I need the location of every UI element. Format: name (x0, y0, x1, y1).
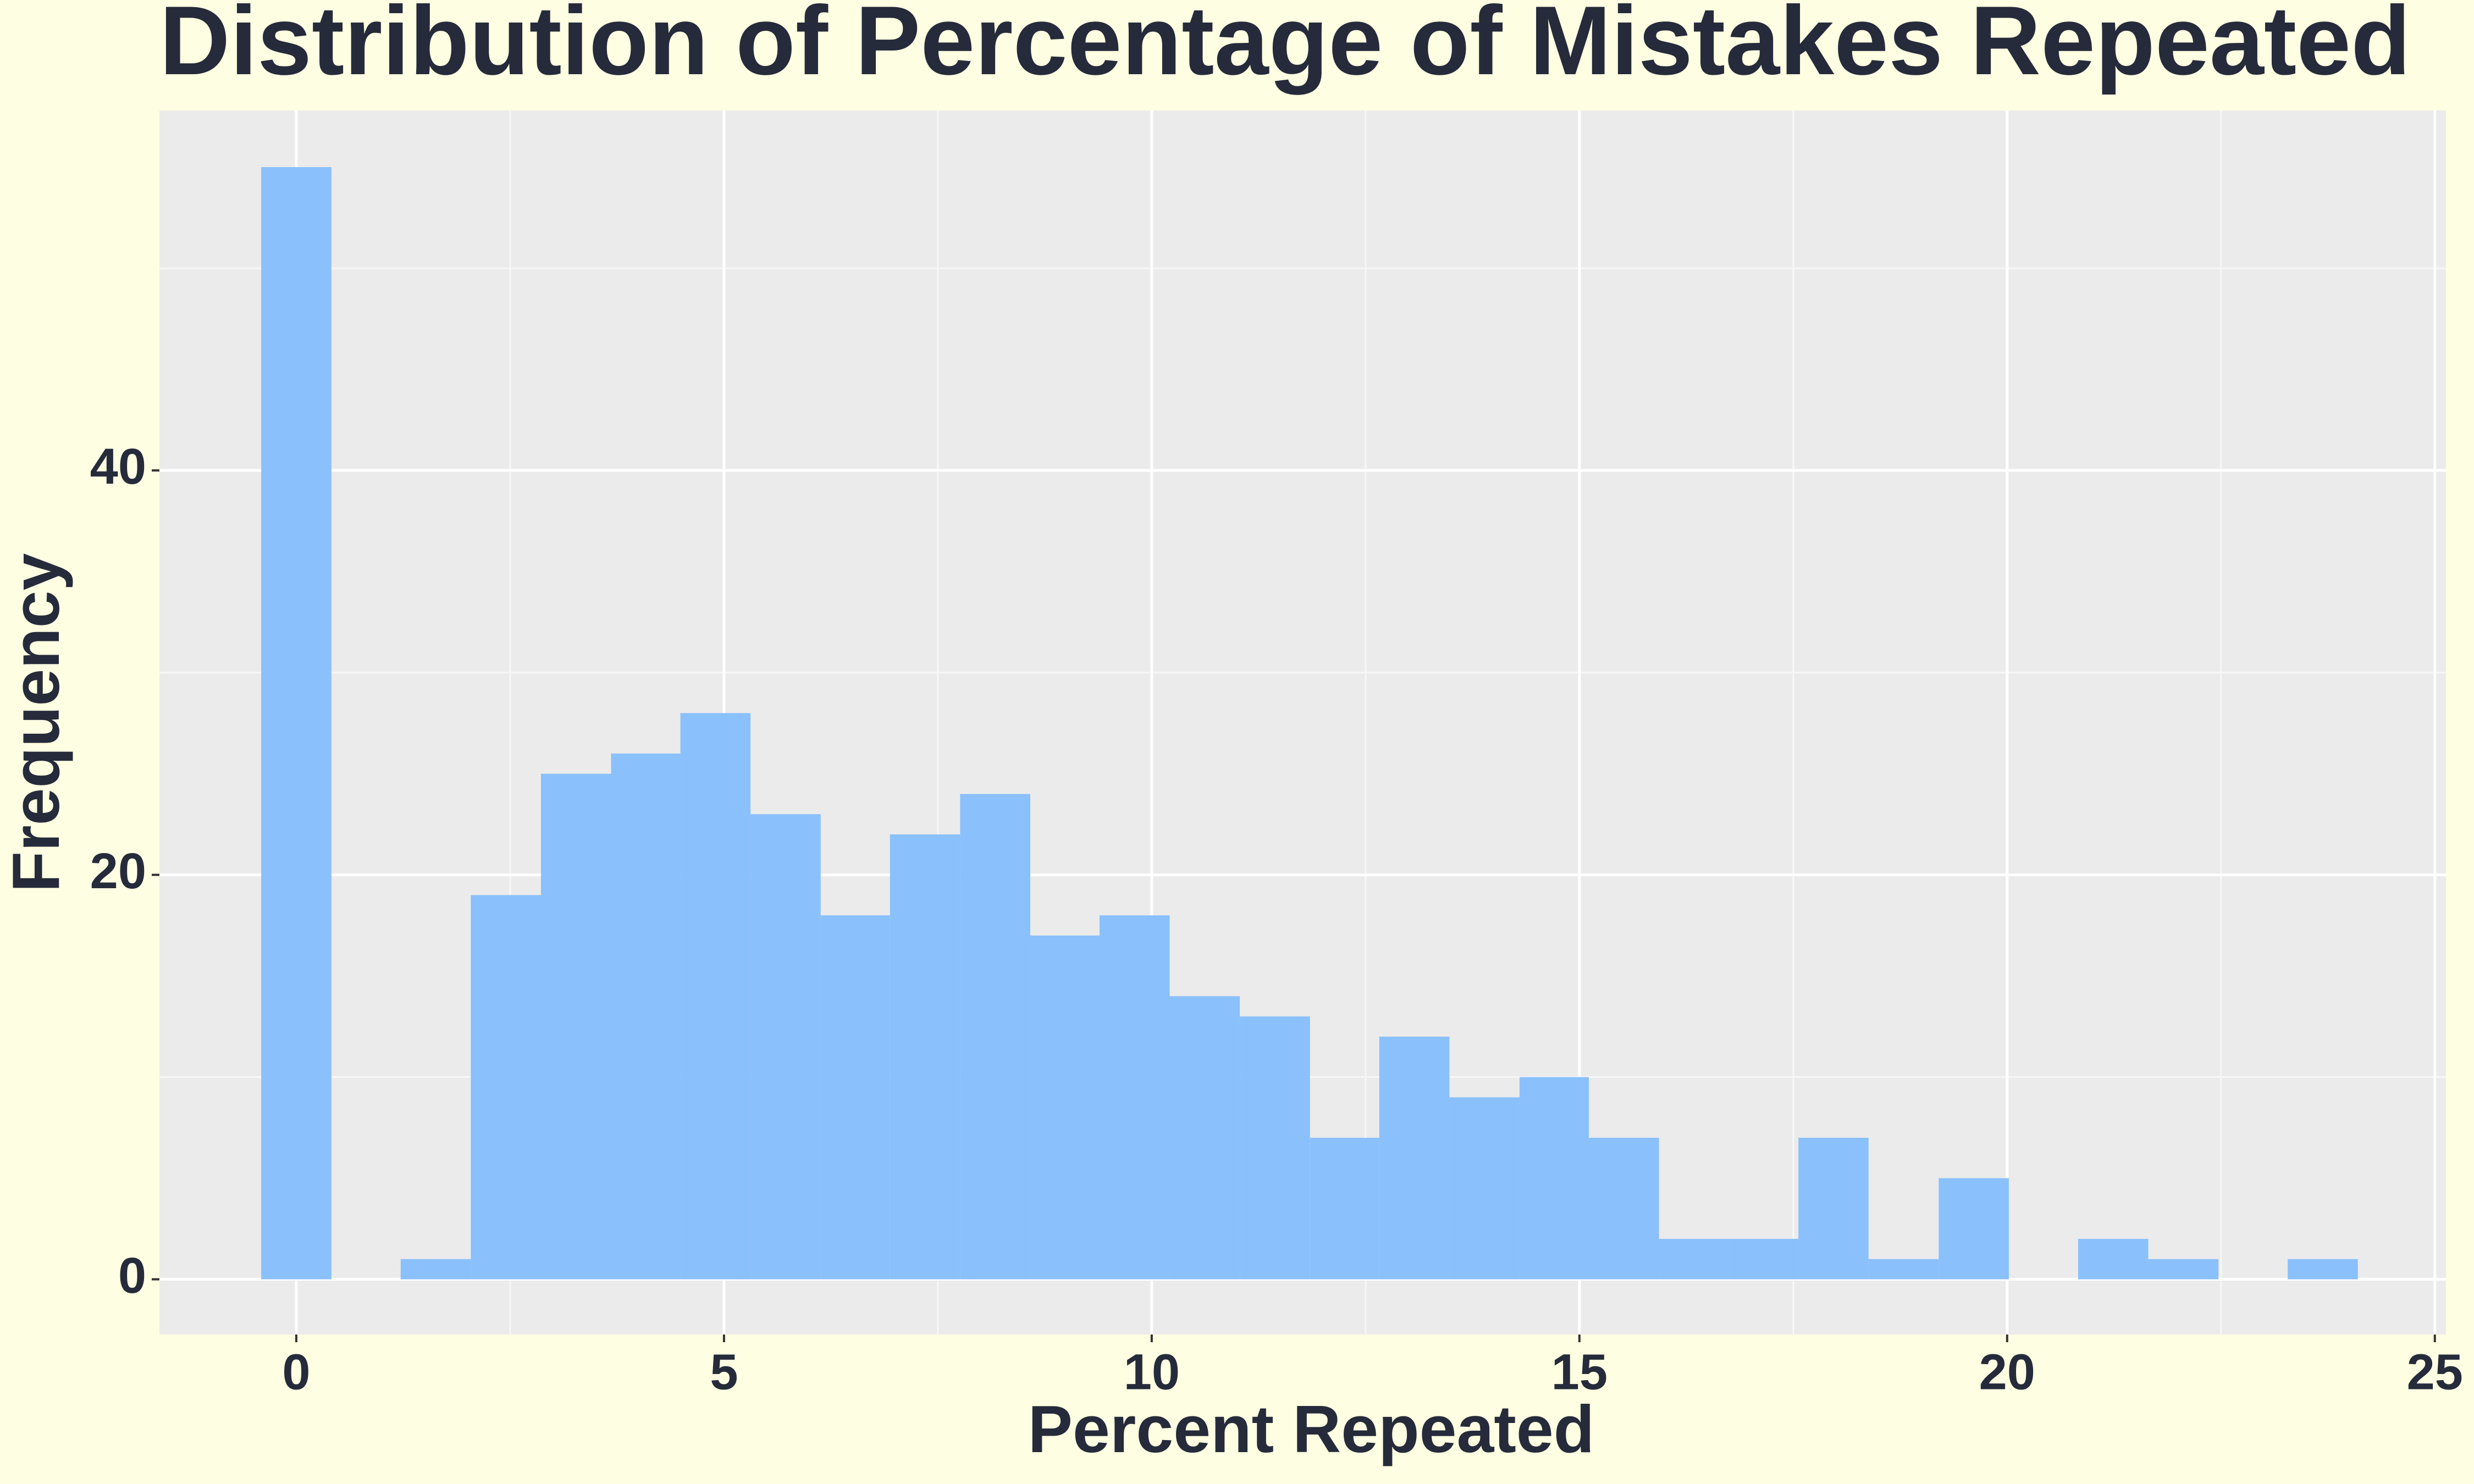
bar (960, 794, 1030, 1280)
bar (400, 1259, 471, 1280)
bar (1030, 935, 1100, 1280)
x-tick-label: 20 (1979, 1344, 2035, 1400)
y-tick-label: 0 (118, 1248, 146, 1304)
bar (261, 167, 332, 1280)
bar (2078, 1238, 2149, 1280)
bar (1310, 1138, 1379, 1280)
bar (1659, 1238, 1730, 1280)
x-tick-label: 10 (1124, 1344, 1180, 1400)
x-tick-label: 15 (1551, 1344, 1608, 1400)
y-tick-label: 20 (90, 843, 146, 899)
bar (2288, 1259, 2358, 1280)
y-tick-label: 40 (90, 439, 146, 495)
bar (1868, 1259, 1939, 1280)
bar (471, 895, 541, 1280)
bar (1939, 1178, 2009, 1280)
x-tick-label: 0 (282, 1344, 310, 1400)
bar (1798, 1138, 1869, 1280)
bar (1240, 1016, 1310, 1280)
y-axis-title: Frequency (0, 553, 73, 892)
bar (890, 834, 960, 1280)
bar (750, 814, 821, 1280)
bar (1729, 1238, 1799, 1280)
bar (1169, 996, 1240, 1280)
bar (680, 713, 751, 1280)
chart-title: Distribution of Percentage of Mistakes R… (159, 0, 2411, 95)
bar (1379, 1037, 1450, 1280)
bar (1099, 915, 1170, 1280)
bar (1449, 1097, 1520, 1280)
x-tick-label: 5 (710, 1344, 738, 1400)
bar (2148, 1259, 2219, 1280)
bar (611, 753, 681, 1280)
bar (820, 915, 890, 1280)
bar (540, 773, 611, 1280)
x-axis-title: Percent Repeated (1028, 1392, 1595, 1466)
bar (1588, 1138, 1659, 1280)
bar (1519, 1077, 1589, 1280)
x-tick-label: 25 (2407, 1344, 2463, 1400)
